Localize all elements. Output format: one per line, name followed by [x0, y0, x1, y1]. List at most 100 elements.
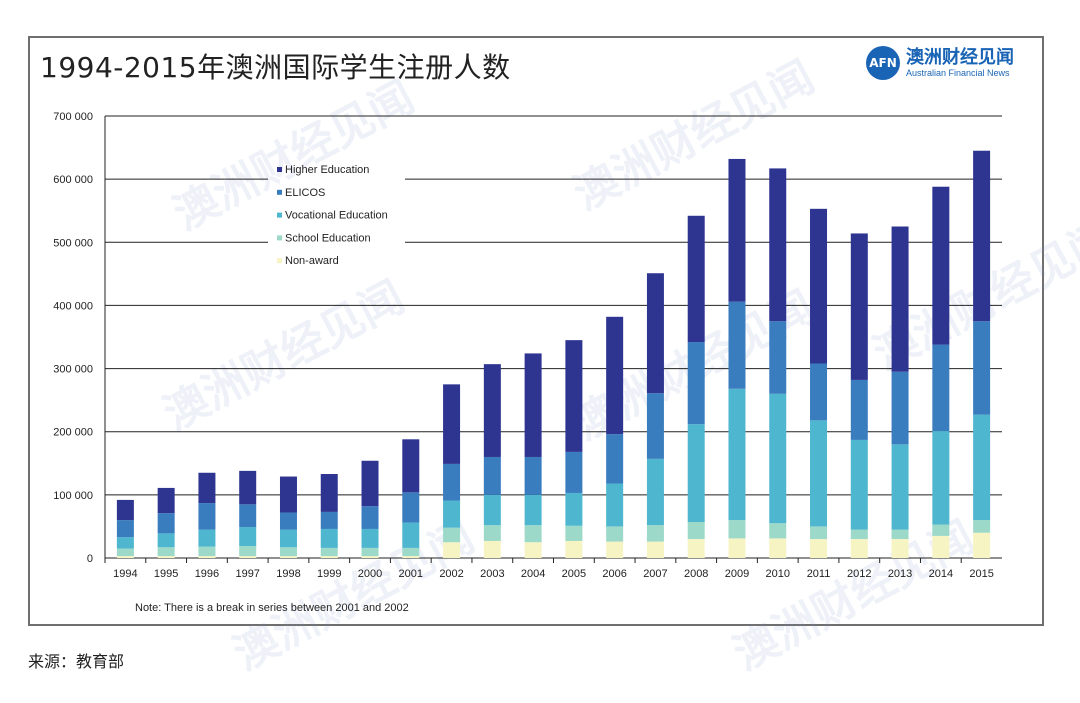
bar-segment-vocational-education — [320, 528, 338, 548]
bar-segment-school-education — [320, 547, 338, 557]
chart-note: Note: There is a break in series between… — [135, 602, 409, 614]
bar-segment-vocational-education — [932, 431, 950, 525]
bar-segment-higher-education — [769, 168, 787, 322]
bar-segment-non-award — [565, 540, 583, 558]
bar-segment-vocational-education — [443, 500, 461, 528]
bar-segment-higher-education — [279, 476, 297, 513]
bar-segment-higher-education — [524, 353, 542, 457]
bar-segment-school-education — [646, 525, 664, 542]
bar-segment-vocational-education — [198, 529, 216, 547]
bar-segment-elicos — [198, 503, 216, 530]
x-tick-label: 1998 — [276, 568, 300, 580]
bar-segment-vocational-education — [728, 388, 746, 521]
bar-segment-school-education — [687, 522, 705, 540]
bar-segment-vocational-education — [850, 439, 868, 530]
chart-title: 1994-2015年澳洲国际学生注册人数 — [40, 51, 511, 84]
bar-segment-elicos — [361, 506, 379, 529]
y-tick-label: 0 — [87, 553, 93, 565]
bar-segment-school-education — [279, 547, 297, 557]
bar-segment-higher-education — [198, 472, 216, 504]
bar-segment-higher-education — [402, 439, 420, 493]
bar-segment-vocational-education — [687, 424, 705, 523]
bar-segment-school-education — [361, 547, 379, 557]
x-tick-label: 2012 — [847, 568, 871, 580]
bar-segment-school-education — [483, 525, 501, 541]
legend-label: School Education — [285, 232, 371, 244]
x-tick-label: 1997 — [235, 568, 259, 580]
bar-segment-non-award — [483, 540, 501, 558]
x-tick-label: 2000 — [358, 568, 382, 580]
bar-segment-vocational-education — [361, 528, 379, 548]
bar-segment-non-award — [361, 556, 379, 558]
bar-segment-elicos — [157, 513, 175, 534]
x-tick-label: 2014 — [929, 568, 953, 580]
legend-swatch — [277, 212, 282, 218]
brand-logo: AFN 澳洲财经见闻 Australian Financial News — [866, 46, 1014, 80]
bar-segment-higher-education — [973, 150, 991, 322]
bar-segment-school-education — [239, 546, 257, 557]
legend-label: Higher Education — [285, 164, 369, 176]
bar-segment-non-award — [606, 541, 624, 558]
bar-segment-elicos — [239, 504, 257, 528]
bar-segment-elicos — [320, 511, 338, 529]
bar-segment-non-award — [198, 556, 216, 558]
bar-segment-elicos — [443, 463, 461, 501]
x-tick-label: 1995 — [154, 568, 178, 580]
brand-name-cn: 澳洲财经见闻 — [906, 46, 1014, 68]
bar-segment-school-education — [932, 524, 950, 536]
bar-segment-vocational-education — [646, 458, 664, 526]
x-tick-label: 2015 — [969, 568, 993, 580]
legend-swatch — [277, 167, 282, 172]
bar-segment-school-education — [973, 520, 991, 533]
bar-segment-school-education — [116, 548, 134, 557]
bar-segment-elicos — [728, 301, 746, 389]
x-tick-label: 2004 — [521, 568, 545, 580]
x-tick-label: 2005 — [562, 568, 586, 580]
bar-segment-non-award — [279, 556, 297, 558]
bar-segment-non-award — [810, 539, 828, 558]
bar-segment-non-award — [524, 542, 542, 558]
bar-segment-non-award — [891, 539, 909, 558]
bar-segment-vocational-education — [116, 537, 134, 549]
x-tick-label: 2002 — [439, 568, 463, 580]
bar-segment-elicos — [973, 321, 991, 415]
bar-segment-higher-education — [810, 208, 828, 364]
legend-label: ELICOS — [285, 187, 325, 199]
x-tick-label: 2001 — [399, 568, 423, 580]
bar-segment-school-education — [891, 529, 909, 540]
bar-segment-non-award — [402, 556, 420, 558]
bar-segment-higher-education — [606, 316, 624, 435]
bar-segment-higher-education — [157, 487, 175, 514]
bar-segment-non-award — [646, 541, 664, 558]
bar-segment-non-award — [932, 535, 950, 558]
y-tick-label: 500 000 — [53, 237, 93, 249]
y-tick-label: 100 000 — [53, 490, 93, 502]
y-tick-label: 400 000 — [53, 300, 93, 312]
bar-segment-vocational-education — [402, 522, 420, 548]
bar-segment-elicos — [402, 492, 420, 523]
bar-segment-elicos — [606, 434, 624, 484]
bar-segment-elicos — [850, 379, 868, 440]
bar-segment-school-education — [850, 529, 868, 540]
bar-segment-higher-education — [443, 384, 461, 464]
bar-segment-non-award — [116, 556, 134, 558]
bar-segment-vocational-education — [239, 527, 257, 547]
bar-segment-higher-education — [565, 340, 583, 452]
bar-segment-non-award — [769, 538, 787, 558]
bar-segment-elicos — [891, 371, 909, 445]
x-tick-label: 2006 — [602, 568, 626, 580]
bar-segment-vocational-education — [810, 420, 828, 527]
bar-segment-non-award — [687, 539, 705, 558]
bar-segment-higher-education — [239, 470, 257, 505]
bar-segment-school-education — [524, 525, 542, 543]
bar-segment-vocational-education — [565, 492, 583, 526]
legend-swatch — [277, 235, 282, 241]
legend-label: Non-award — [285, 255, 339, 267]
x-tick-label: 2008 — [684, 568, 708, 580]
bar-segment-vocational-education — [769, 393, 787, 524]
bar-segment-non-award — [443, 542, 461, 558]
bar-segment-vocational-education — [606, 483, 624, 527]
bar-segment-vocational-education — [157, 533, 175, 548]
x-tick-label: 1999 — [317, 568, 341, 580]
